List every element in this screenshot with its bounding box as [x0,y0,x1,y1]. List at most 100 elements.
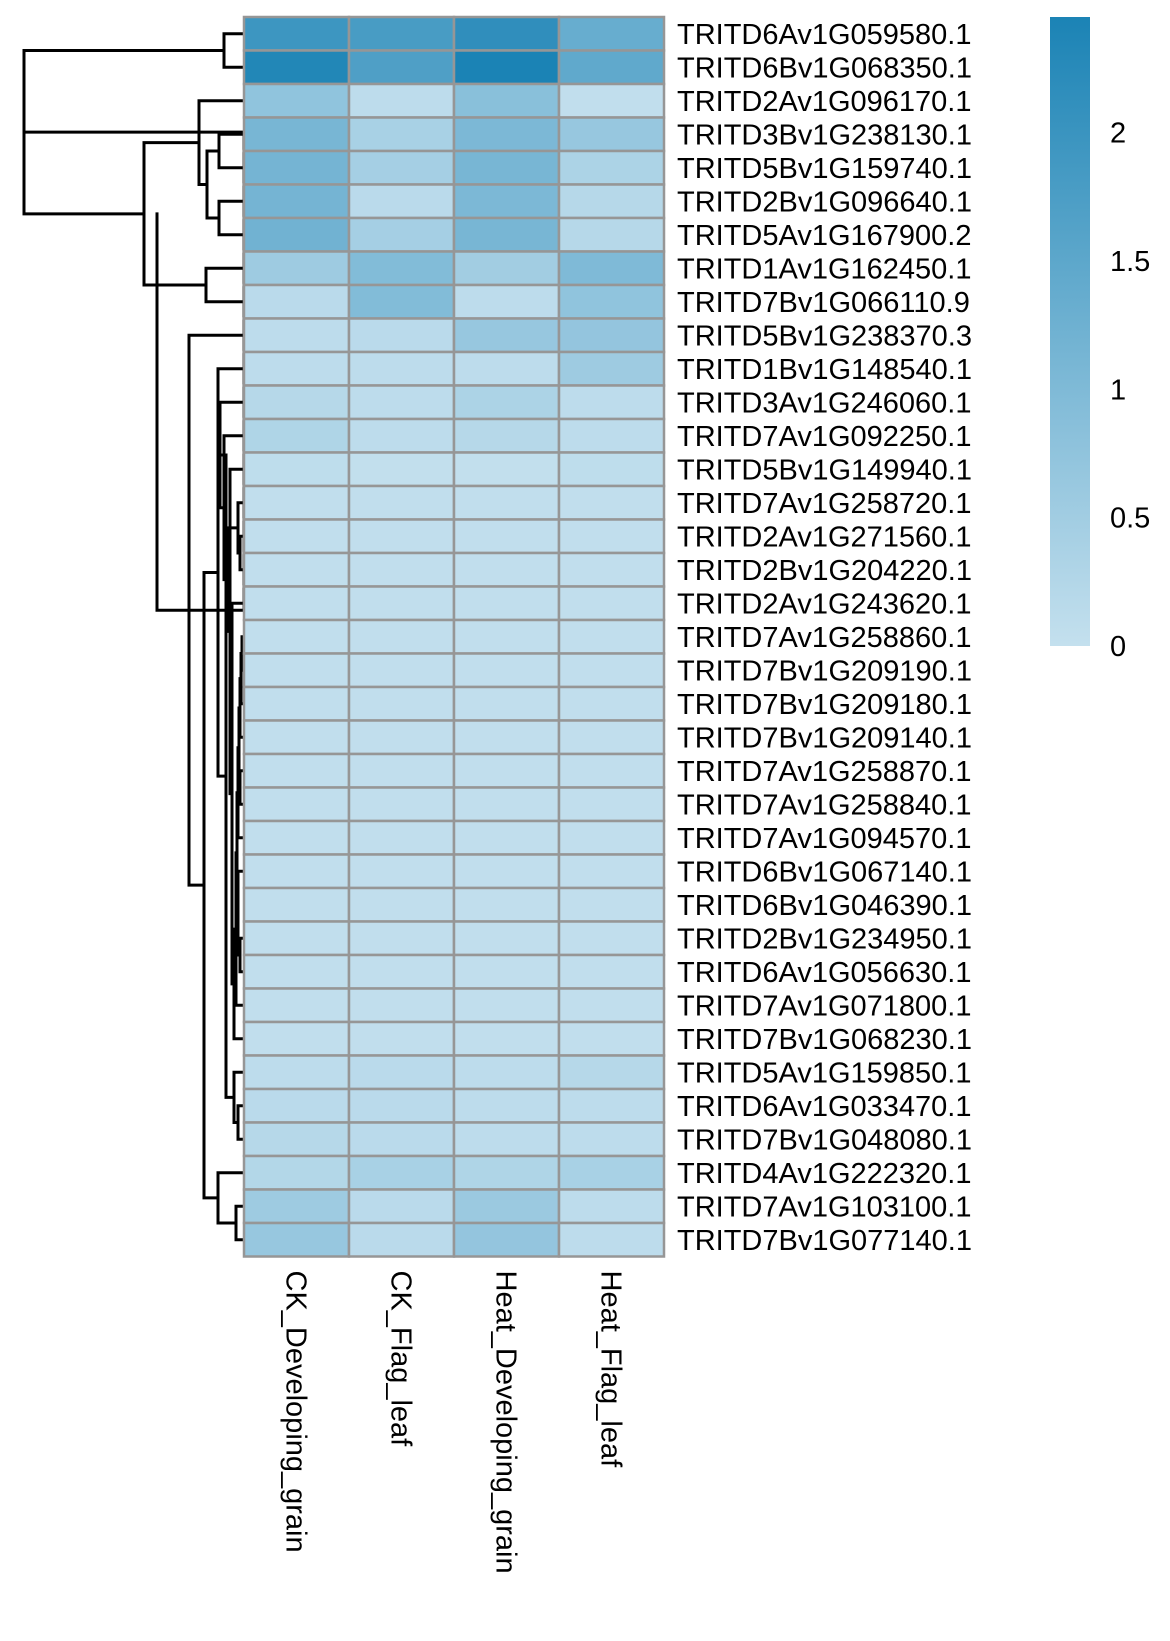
heatmap-cell [452,719,561,756]
row-label: TRITD7Av1G094570.1 [677,823,971,855]
column-label: Heat_Flag_leaf [595,1271,627,1469]
row-label: TRITD4Av1G222320.1 [677,1158,971,1190]
row-label: TRITD1Av1G162450.1 [677,253,971,285]
heatmap-cell [347,49,456,86]
row-label: TRITD5Bv1G159740.1 [677,153,972,185]
heatmap-cell [347,719,456,756]
heatmap-cell [557,920,666,957]
heatmap-cell [557,417,666,454]
heatmap-cell [242,1121,351,1158]
heatmap-cell [557,1154,666,1191]
heatmap-cell [557,518,666,555]
legend-tick-label: 1.5 [1110,246,1150,278]
row-label: TRITD2Av1G243620.1 [677,588,971,620]
heatmap-cell [347,1020,456,1057]
heatmap-cell [452,551,561,588]
heatmap-cell [452,82,561,119]
heatmap-cell [452,585,561,622]
heatmap-cell [242,518,351,555]
heatmap-cell [557,283,666,320]
row-label: TRITD2Bv1G234950.1 [677,923,972,955]
column-label: CK_Developing_grain [280,1271,312,1553]
heatmap-cell [347,786,456,823]
heatmap-cell [347,283,456,320]
heatmap-cell [242,786,351,823]
heatmap-cell [242,1087,351,1124]
heatmap-cell [557,350,666,387]
row-label: TRITD5Av1G167900.2 [677,220,971,252]
heatmap-cell [557,82,666,119]
row-label: TRITD6Av1G033470.1 [677,1091,971,1123]
heatmap-cell [452,752,561,789]
heatmap-cell [452,987,561,1024]
heatmap-cell [242,317,351,354]
heatmap-cell [242,618,351,655]
legend-color-bar [1050,17,1090,646]
row-label: TRITD3Bv1G238130.1 [677,119,972,151]
row-label: TRITD7Bv1G068230.1 [677,1024,972,1056]
heatmap-cell [347,116,456,153]
heatmap-cell [242,82,351,119]
heatmap-cell [242,920,351,957]
heatmap-cell [347,183,456,220]
heatmap-cell [557,585,666,622]
row-label: TRITD7Av1G092250.1 [677,421,971,453]
row-label: TRITD6Av1G059580.1 [677,19,971,51]
heatmap-cell [452,317,561,354]
row-label: TRITD7Bv1G077140.1 [677,1225,972,1257]
heatmap-cell [347,1154,456,1191]
color-legend: 0 0.5 1 1.5 2 [1050,17,1150,663]
heatmap-cell [347,250,456,287]
heatmap-cell [242,953,351,990]
heatmap-cell [242,116,351,153]
heatmap-cell [557,953,666,990]
heatmap-cell [347,1054,456,1091]
heatmap-cell [347,82,456,119]
heatmap-cell [452,183,561,220]
heatmap-cell [347,1121,456,1158]
heatmap-cell [452,116,561,153]
row-label: TRITD7Av1G258860.1 [677,622,971,654]
heatmap-cell [242,987,351,1024]
heatmap-cell [452,920,561,957]
heatmap-cell [557,317,666,354]
row-label: TRITD7Av1G258870.1 [677,756,971,788]
heatmap-cell [452,283,561,320]
row-label: TRITD7Bv1G209140.1 [677,722,972,754]
heatmap-cell [242,149,351,186]
row-label: TRITD6Bv1G068350.1 [677,52,972,84]
heatmap-cell [452,786,561,823]
heatmap-cell [347,484,456,521]
heatmap-cell [557,1221,666,1258]
heatmap-cell [242,585,351,622]
heatmap-cells [242,15,666,1258]
heatmap-cell [242,49,351,86]
row-label: TRITD2Bv1G204220.1 [677,555,972,587]
heatmap-cell [347,685,456,722]
heatmap-cell [452,652,561,689]
column-labels: CK_Developing_grain CK_Flag_leaf Heat_Deve… [280,1271,627,1574]
heatmap-cell [347,1188,456,1225]
row-label: TRITD6Bv1G067140.1 [677,856,972,888]
heatmap-cell [347,317,456,354]
heatmap-cell [557,652,666,689]
heatmap-cell [452,384,561,421]
heatmap-cell [242,15,351,52]
heatmap-cell [452,1054,561,1091]
heatmap-cell [452,350,561,387]
heatmap-cell [347,652,456,689]
heatmap-cell [347,618,456,655]
heatmap-cell [347,585,456,622]
heatmap-cell [242,685,351,722]
heatmap-cell [347,149,456,186]
heatmap-cell [452,1221,561,1258]
heatmap-cell [557,551,666,588]
heatmap-cell [242,819,351,856]
row-label: TRITD5Av1G159850.1 [677,1057,971,1089]
heatmap-cell [347,384,456,421]
heatmap-cell [452,250,561,287]
heatmap-cell [347,752,456,789]
heatmap-cell [452,1188,561,1225]
